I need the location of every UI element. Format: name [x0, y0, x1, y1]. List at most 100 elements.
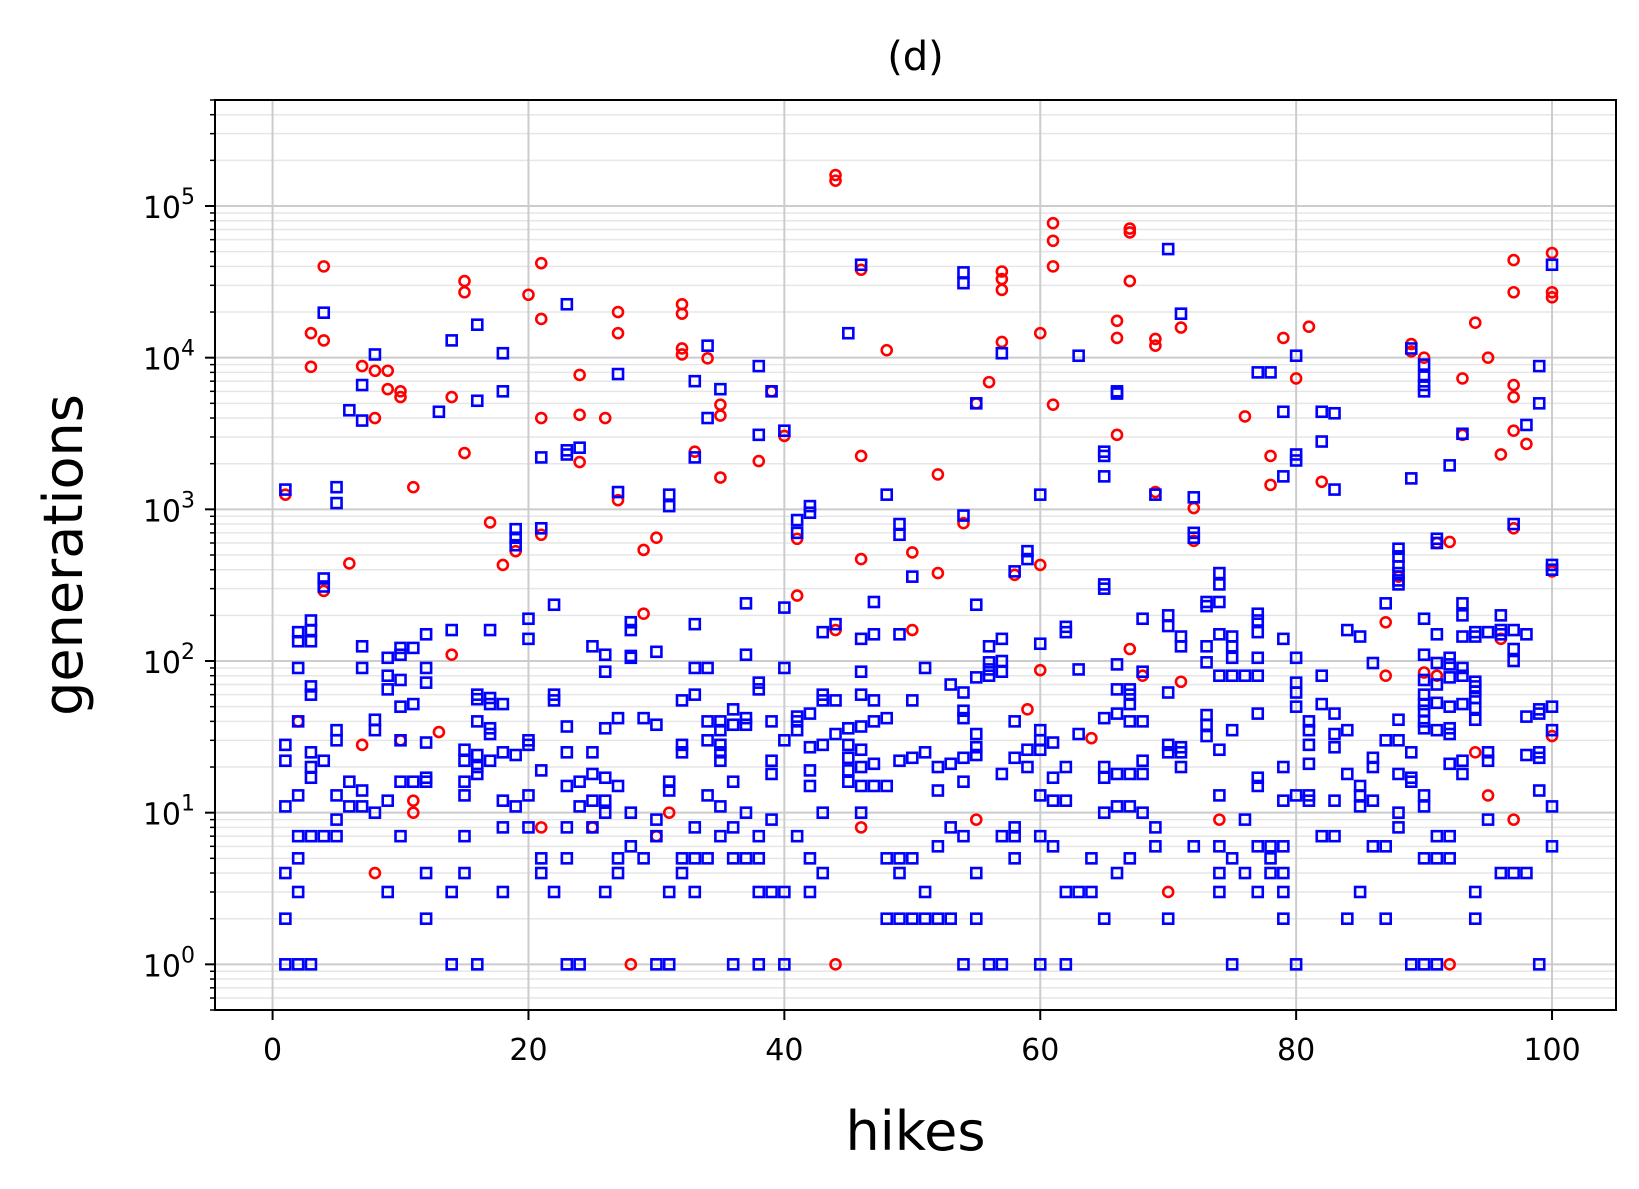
- data-point-square: [496, 697, 510, 711]
- data-point-square: [701, 715, 714, 728]
- data-point-square: [1456, 669, 1469, 683]
- data-point-square: [739, 597, 753, 610]
- data-point-circle: [573, 368, 586, 382]
- data-point-square: [982, 958, 996, 971]
- data-point-square: [1277, 912, 1290, 925]
- data-point-square: [458, 743, 471, 757]
- x-tick-label: 80: [1277, 1033, 1315, 1068]
- data-point-square: [1366, 656, 1380, 670]
- data-point-square: [1443, 757, 1456, 771]
- data-point-square: [1468, 625, 1482, 639]
- data-point-square: [509, 800, 522, 813]
- data-point-square: [534, 451, 548, 464]
- data-point-square: [445, 334, 458, 347]
- data-point-square: [1481, 754, 1495, 768]
- data-point-square: [752, 885, 766, 899]
- data-point-square: [637, 711, 650, 725]
- data-point-circle: [407, 480, 420, 494]
- data-point-square: [1008, 852, 1021, 865]
- data-point-square: [1494, 866, 1508, 880]
- data-point-square: [688, 661, 702, 675]
- data-point-square: [1033, 789, 1047, 802]
- data-point-square: [560, 444, 574, 457]
- data-point-square: [1110, 767, 1124, 781]
- data-point-square: [445, 958, 458, 971]
- data-point-square: [1251, 607, 1265, 621]
- data-point-square: [829, 727, 842, 741]
- data-point-circle: [304, 326, 318, 340]
- data-point-square: [279, 958, 292, 971]
- data-point-square: [1161, 738, 1175, 752]
- data-point-circle: [1264, 478, 1277, 492]
- data-point-square: [1110, 800, 1124, 813]
- data-point-circle: [611, 305, 625, 319]
- data-point-square: [1097, 470, 1111, 483]
- data-point-square: [586, 640, 599, 653]
- data-point-square: [688, 885, 702, 899]
- data-point-square: [1481, 813, 1495, 826]
- data-point-square: [394, 673, 407, 687]
- data-point-square: [1430, 852, 1444, 865]
- data-point-square: [1200, 656, 1213, 669]
- data-point-square: [1328, 829, 1341, 843]
- data-point-square: [419, 661, 433, 675]
- data-point-square: [765, 885, 778, 899]
- data-point-square: [1225, 852, 1239, 865]
- data-point-square: [906, 570, 919, 583]
- data-point-circle: [1046, 234, 1060, 248]
- x-tick-label: 0: [263, 1033, 282, 1068]
- data-point-square: [522, 789, 535, 802]
- data-point-square: [1430, 829, 1444, 843]
- data-point-square: [496, 346, 510, 360]
- data-point-square: [701, 661, 714, 675]
- data-point-square: [509, 522, 522, 536]
- data-point-square: [1251, 625, 1265, 639]
- data-point-square: [394, 648, 407, 662]
- data-point-square: [1033, 637, 1047, 651]
- data-point-circle: [662, 806, 676, 819]
- data-point-square: [1289, 958, 1303, 971]
- data-point-square: [778, 885, 791, 899]
- data-point-square: [842, 751, 855, 765]
- data-point-square: [701, 339, 714, 352]
- data-point-circle: [368, 411, 382, 425]
- data-point-square: [675, 852, 689, 865]
- data-point-square: [407, 697, 420, 711]
- data-point-square: [1404, 958, 1418, 971]
- data-point-circle: [1481, 351, 1495, 364]
- data-point-circle: [1174, 321, 1188, 334]
- data-point-circle: [931, 468, 945, 481]
- data-point-square: [1200, 729, 1213, 743]
- data-point-square: [1200, 640, 1213, 653]
- data-point-square: [1277, 885, 1290, 899]
- data-point-square: [1008, 751, 1021, 765]
- data-point-circle: [573, 408, 586, 422]
- data-point-square: [624, 806, 638, 819]
- data-point-circle: [355, 738, 369, 752]
- data-point-square: [803, 707, 817, 720]
- data-point-square: [279, 912, 292, 925]
- data-point-square: [995, 654, 1009, 668]
- data-point-square: [1213, 669, 1226, 683]
- data-point-square: [1277, 760, 1290, 774]
- data-point-circle: [714, 471, 727, 484]
- data-point-square: [624, 840, 638, 853]
- data-point-square: [1123, 683, 1137, 696]
- data-point-square: [1545, 840, 1559, 853]
- data-point-square: [522, 612, 535, 626]
- data-point-square: [688, 821, 702, 834]
- data-point-square: [1328, 794, 1341, 807]
- data-point-square: [407, 775, 420, 789]
- data-point-square: [1008, 565, 1021, 578]
- data-point-square: [969, 397, 983, 410]
- data-point-square: [1059, 794, 1073, 807]
- data-point-square: [726, 852, 740, 865]
- points-layer: [279, 168, 1559, 971]
- data-point-square: [778, 734, 791, 747]
- data-point-square: [1277, 470, 1290, 483]
- data-point-square: [1341, 912, 1354, 925]
- data-point-square: [470, 715, 484, 728]
- data-point-circle: [995, 265, 1009, 278]
- data-point-square: [509, 531, 522, 545]
- data-point-square: [1264, 852, 1277, 865]
